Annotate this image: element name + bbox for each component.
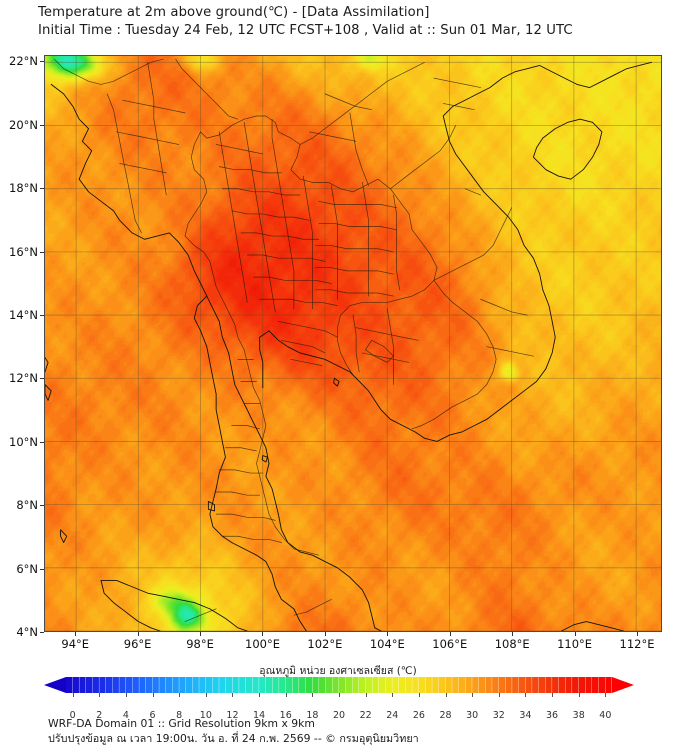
colorbar-tick-mark — [339, 693, 340, 697]
colorbar-tick-mark — [72, 693, 74, 697]
colorbar-tick-label: 24 — [386, 710, 399, 721]
colorbar-tick-label: 26 — [412, 710, 425, 721]
colorbar-tick-label: 32 — [492, 710, 505, 721]
colorbar-tick-mark — [205, 693, 207, 697]
footer-line-2: ปรับปรุงข้อมูล ณ เวลา 19:00น. วัน อ. ที่… — [48, 732, 419, 745]
colorbar-title: อุณหภูมิ หน่วย องศาเซลเซียส (℃) — [259, 665, 417, 677]
colorbar-tick-label: 18 — [306, 710, 319, 721]
colorbar-block: อุณหภูมิ หน่วย องศาเซลเซียส (℃) 0 2 4 6 8 10 1… — [0, 662, 676, 721]
colorbar-tick-mark — [99, 693, 101, 697]
colorbar-tick-label: 30 — [466, 710, 479, 721]
colorbar-tick-mark — [392, 693, 394, 697]
lat-tick-label: 12°N — [9, 371, 38, 386]
temperature-heatmap-canvas — [45, 56, 661, 631]
lon-tick-label: 108°E — [494, 637, 530, 651]
colorbar-tick-label: 2 — [96, 710, 103, 721]
lon-tick-mark — [574, 632, 576, 636]
lat-tick-label: 18°N — [9, 181, 38, 196]
title-line-1: Temperature at 2m above ground(℃) - [Dat… — [38, 5, 430, 20]
colorbar-tick-label: 22 — [359, 710, 372, 721]
colorbar-tick-mark — [152, 693, 154, 697]
colorbar-gradient — [44, 677, 634, 693]
lat-tick-label: 8°N — [16, 498, 38, 513]
colorbar-tick-mark — [605, 693, 607, 697]
colorbar-tick-label: 10 — [199, 710, 212, 721]
lon-tick-label: 98°E — [186, 637, 214, 651]
colorbar-tick-label: 40 — [599, 710, 612, 721]
colorbar-tick-label: 14 — [253, 710, 266, 721]
lat-tick-mark — [40, 568, 44, 570]
title-line-2: Initial Time : Tuesday 24 Feb, 12 UTC FC… — [38, 23, 573, 38]
colorbar-tick-label: 36 — [546, 710, 559, 721]
colorbar-tick-label: 38 — [572, 710, 585, 721]
lat-tick-mark — [40, 61, 44, 63]
colorbar-tick-mark — [552, 693, 554, 697]
lon-tick-label: 106°E — [432, 637, 468, 651]
colorbar-tick-mark — [259, 693, 261, 697]
lat-tick-mark — [40, 378, 44, 380]
lat-tick-label: 14°N — [9, 307, 38, 322]
lon-tick-mark — [75, 632, 77, 636]
colorbar-tick-mark — [125, 693, 127, 697]
lon-tick-label: 100°E — [245, 637, 280, 651]
lat-tick-mark — [40, 124, 44, 126]
colorbar-tick-mark — [525, 693, 527, 697]
lon-tick-mark — [200, 632, 202, 636]
lon-tick-label: 112°E — [619, 637, 655, 651]
lon-tick-mark — [137, 632, 139, 636]
lat-tick-label: 6°N — [16, 561, 38, 576]
chart-title-block: Temperature at 2m above ground(℃) - [Dat… — [38, 4, 658, 40]
lat-tick-mark — [40, 314, 44, 316]
lat-tick-label: 20°N — [9, 117, 38, 132]
colorbar-strip[interactable]: 0 2 4 6 8 10 12 14 16 18 20 22 24 26 28 30 32 34 36 38 40 — [44, 677, 634, 721]
lon-tick-mark — [387, 632, 389, 636]
lat-tick-mark — [40, 632, 44, 633]
map-plot-area[interactable] — [44, 55, 662, 632]
colorbar-tick-mark — [578, 693, 580, 697]
lon-tick-mark — [512, 632, 514, 636]
lat-tick-mark — [40, 505, 44, 507]
footer-line-1: WRF-DA Domain 01 :: Grid Resolution 9km … — [48, 717, 315, 730]
colorbar-tick-label: 8 — [176, 710, 183, 721]
colorbar-tick-label: 16 — [279, 710, 292, 721]
colorbar-tick-label: 34 — [519, 710, 532, 721]
colorbar-tick-mark — [312, 693, 314, 697]
lon-tick-mark — [637, 632, 639, 636]
lon-tick-mark — [262, 632, 264, 636]
lon-tick-mark — [449, 632, 451, 636]
colorbar-tick-label: 4 — [122, 710, 129, 721]
colorbar-tick-mark — [472, 693, 474, 697]
colorbar-tick-label: 12 — [226, 710, 239, 721]
lon-tick-label: 104°E — [369, 637, 405, 651]
lat-tick-mark — [40, 441, 44, 443]
colorbar-tick-mark — [365, 693, 367, 697]
colorbar-tick-mark — [445, 693, 447, 697]
footer-block: WRF-DA Domain 01 :: Grid Resolution 9km … — [48, 716, 648, 746]
lat-tick-mark — [40, 251, 44, 253]
colorbar-tick-mark — [179, 693, 181, 697]
colorbar-tick-label: 0 — [69, 710, 76, 721]
lat-tick-label: 10°N — [9, 434, 38, 449]
lon-tick-label: 94°E — [61, 637, 90, 651]
colorbar-tick-mark — [232, 693, 234, 697]
lat-tick-label: 16°N — [9, 244, 38, 259]
colorbar-tick-label: 28 — [439, 710, 452, 721]
colorbar-tick-mark — [418, 693, 420, 697]
lat-tick-label: 22°N — [9, 54, 38, 69]
lat-tick-mark — [40, 188, 44, 190]
colorbar-tick-label: 20 — [332, 710, 346, 721]
lon-tick-label: 96°E — [123, 637, 152, 651]
lat-tick-label: 4°N — [16, 625, 38, 639]
lon-tick-label: 102°E — [307, 637, 343, 651]
colorbar-tick-mark — [285, 693, 287, 697]
lon-tick-mark — [324, 632, 326, 636]
colorbar-tick-label: 6 — [149, 710, 156, 721]
colorbar-tick-mark — [498, 693, 500, 697]
lon-tick-label: 110°E — [557, 637, 593, 651]
